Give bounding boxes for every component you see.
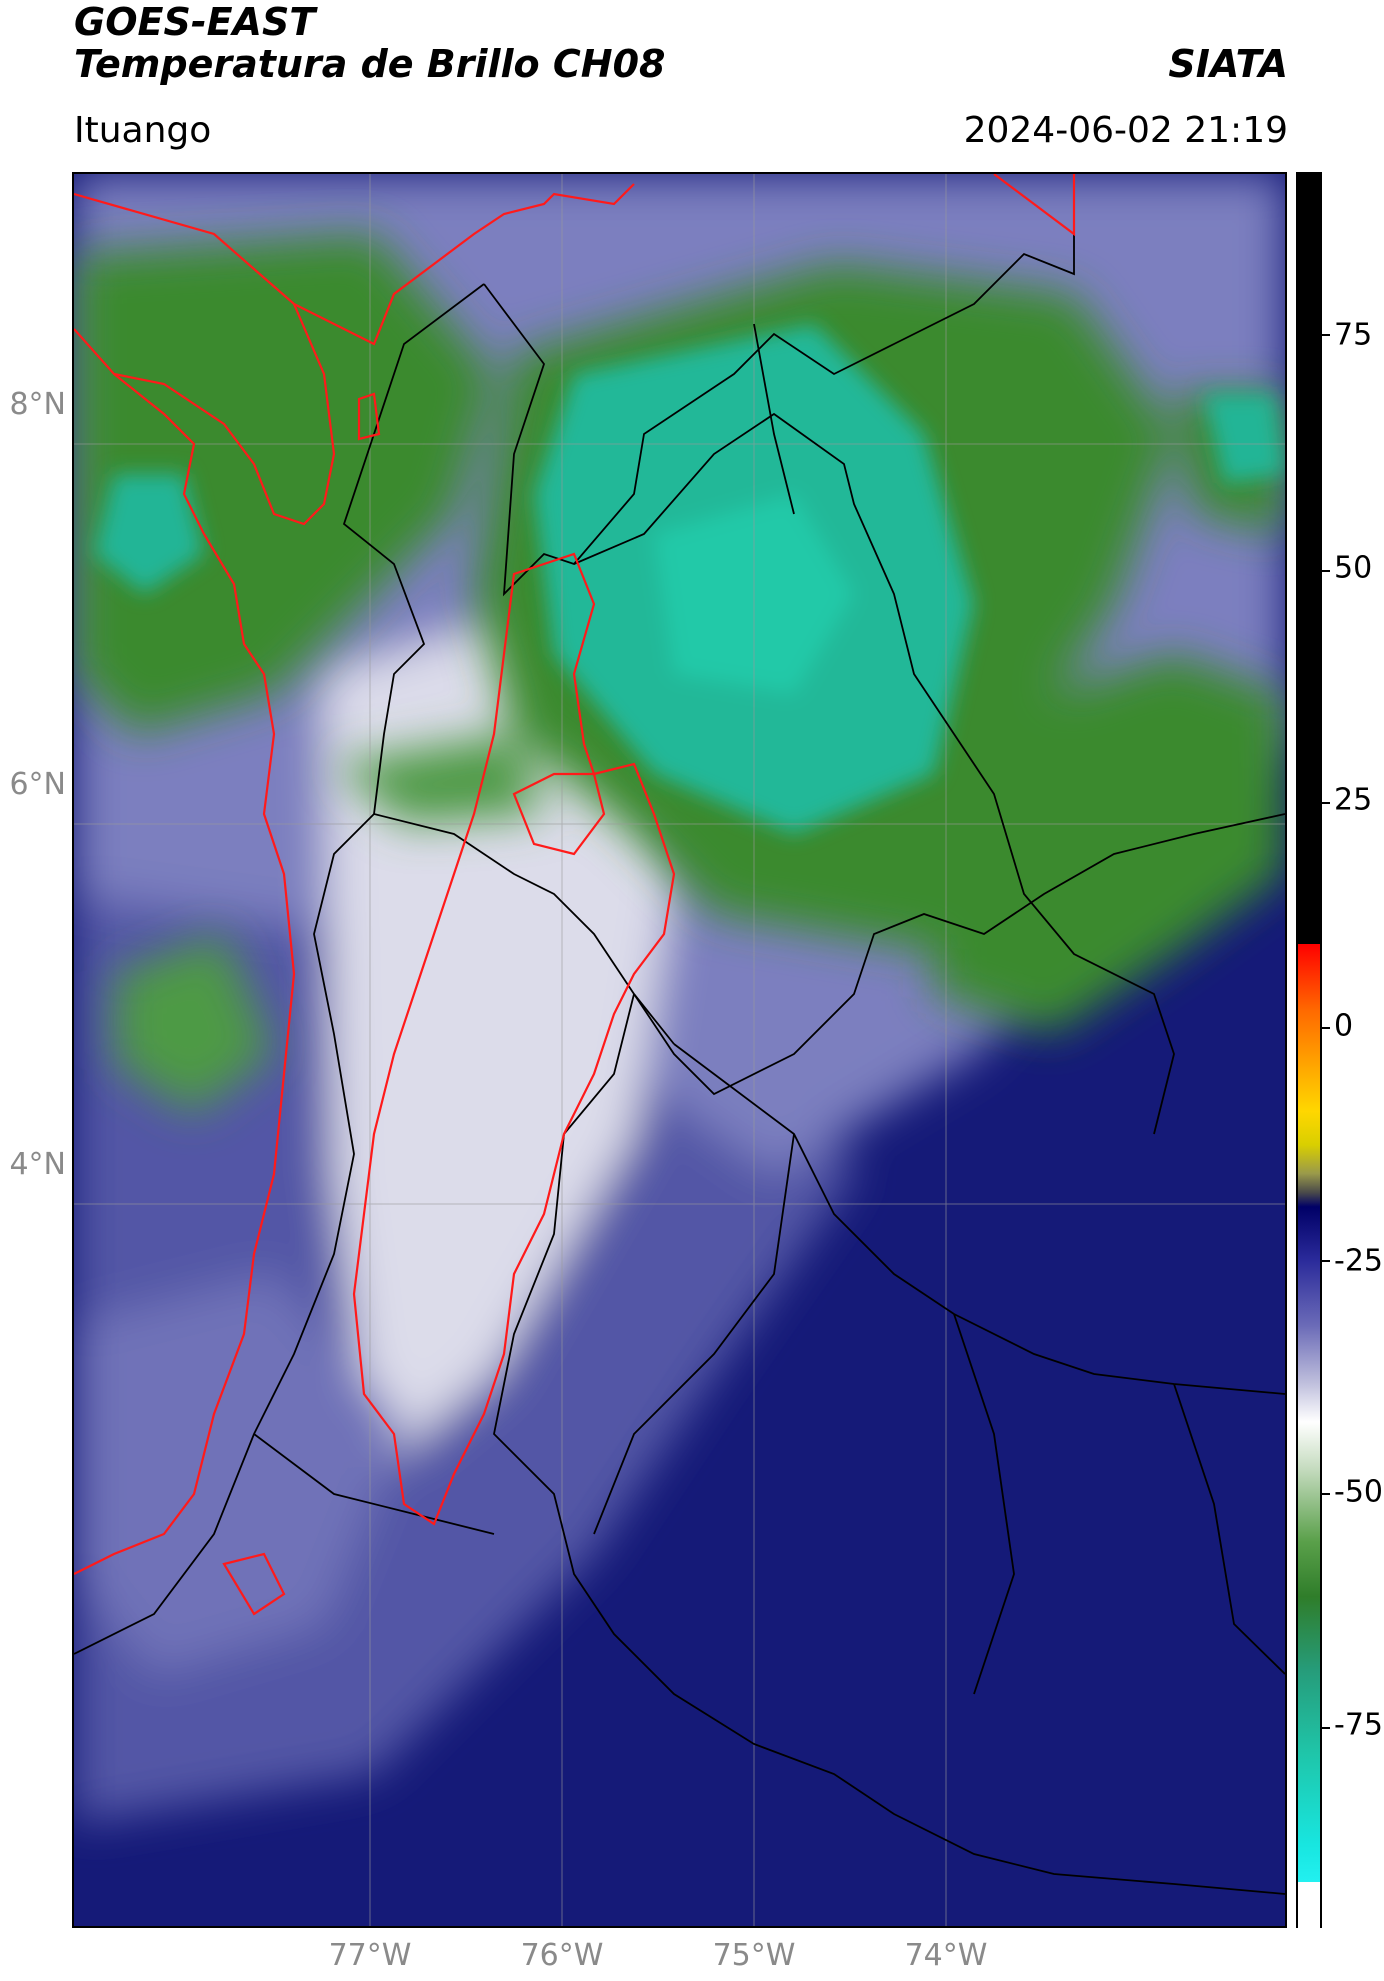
colorbar-tick-minus25 <box>1322 1260 1330 1262</box>
colorbar-tick-25 <box>1322 802 1330 804</box>
organization-label: SIATA <box>1168 42 1288 86</box>
colorbar-tick-minus75 <box>1322 1727 1330 1729</box>
colorbar-label-0: 0 <box>1334 1008 1354 1044</box>
colorbar-label-50: 50 <box>1334 550 1373 586</box>
colorbar-label-minus75: -75 <box>1334 1707 1383 1743</box>
colorbar-white-tail <box>1298 1882 1320 1930</box>
location-label: Ituango <box>74 110 212 151</box>
datetime-label: 2024-06-02 21:19 <box>963 110 1288 151</box>
region-borders <box>74 174 1076 1616</box>
satellite-map <box>72 172 1287 1928</box>
map-canvas <box>74 174 1285 1926</box>
lon-label-75w: 75°W <box>712 1938 796 1973</box>
title-satellite: GOES-EAST <box>74 0 316 44</box>
colorbar-warm <box>1298 944 1320 1422</box>
colorbar-cold <box>1298 1422 1320 1882</box>
cloud-tops-teal <box>94 324 1285 834</box>
colorbar-label-25: 25 <box>1334 782 1373 818</box>
title-product: Temperatura de Brillo CH08 <box>74 42 666 86</box>
colorbar-tick-minus50 <box>1322 1493 1330 1495</box>
lat-label-6n: 6°N <box>9 767 66 802</box>
lat-label-4n: 4°N <box>9 1147 66 1182</box>
colorbar-label-minus25: -25 <box>1334 1243 1383 1279</box>
lon-label-77w: 77°W <box>328 1938 412 1973</box>
lat-label-8n: 8°N <box>9 387 66 422</box>
colorbar-label-75: 75 <box>1334 317 1373 353</box>
colorbar-tick-75 <box>1322 334 1330 336</box>
colorbar-label-minus50: -50 <box>1334 1474 1383 1510</box>
grid-lines <box>74 174 1285 1926</box>
lon-label-76w: 76°W <box>520 1938 604 1973</box>
colorbar-black <box>1298 174 1320 944</box>
colorbar-tick-50 <box>1322 570 1330 572</box>
colorbar-tick-0 <box>1322 1027 1330 1029</box>
department-borders <box>74 174 1285 1895</box>
colorbar <box>1296 172 1322 1930</box>
lon-label-74w: 74°W <box>904 1938 988 1973</box>
